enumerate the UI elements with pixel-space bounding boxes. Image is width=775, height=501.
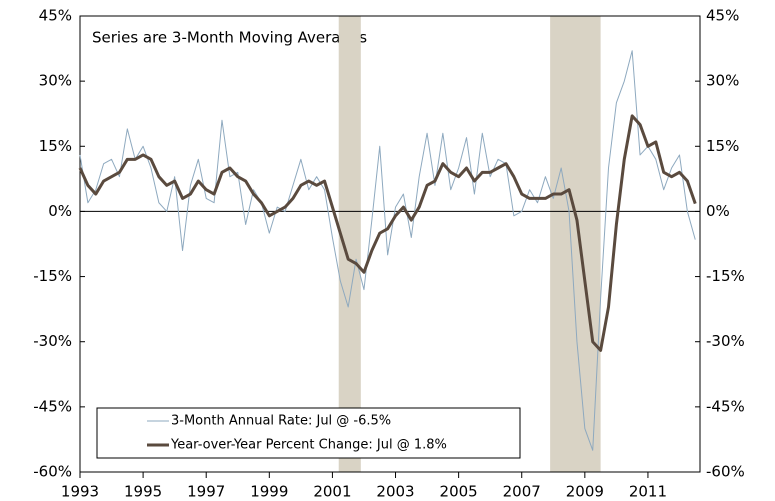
x-tick-label: 1997 [187,483,225,501]
x-tick-label: 1995 [124,483,162,501]
legend-label: Year-over-Year Percent Change: Jul @ 1.8… [170,438,447,453]
annotation: Series are 3-Month Moving Averages [92,29,367,47]
y2-tick-label: -45% [706,397,745,415]
y-tick-label: -45% [33,397,72,415]
y2-tick-label: 0% [706,202,730,220]
y-tick-label: -60% [33,463,72,481]
y2-tick-label: 15% [706,137,739,155]
x-tick-label: 2005 [440,483,478,501]
recession-band [338,16,361,472]
plot-frame [79,15,701,473]
y-tick-label: 15% [39,137,72,155]
y2-tick-label: -60% [706,463,745,481]
y-tick-label: -30% [33,332,72,350]
x-tick-label: 2001 [313,483,351,501]
x-tick-label: 2003 [376,483,414,501]
y2-tick-label: -30% [706,332,745,350]
recession-band [550,16,601,472]
y2-tick-label: 45% [706,7,739,25]
x-tick-label: 1999 [250,483,288,501]
y-tick-label: 0% [48,202,72,220]
x-tick-label: 2011 [629,483,667,501]
series-line [78,114,697,352]
legend-label: 3-Month Annual Rate: Jul @ -6.5% [171,414,391,429]
y2-tick-label: -15% [706,267,745,285]
y2-tick-label: 30% [706,72,739,90]
x-tick-label: 1993 [61,483,99,501]
y-tick-label: 30% [39,72,72,90]
y-tick-label: -15% [33,267,72,285]
y-tick-label: 45% [39,7,72,25]
x-tick-label: 2007 [503,483,541,501]
legend-box [96,407,521,459]
series-line [79,50,696,451]
x-tick-label: 2009 [566,483,604,501]
